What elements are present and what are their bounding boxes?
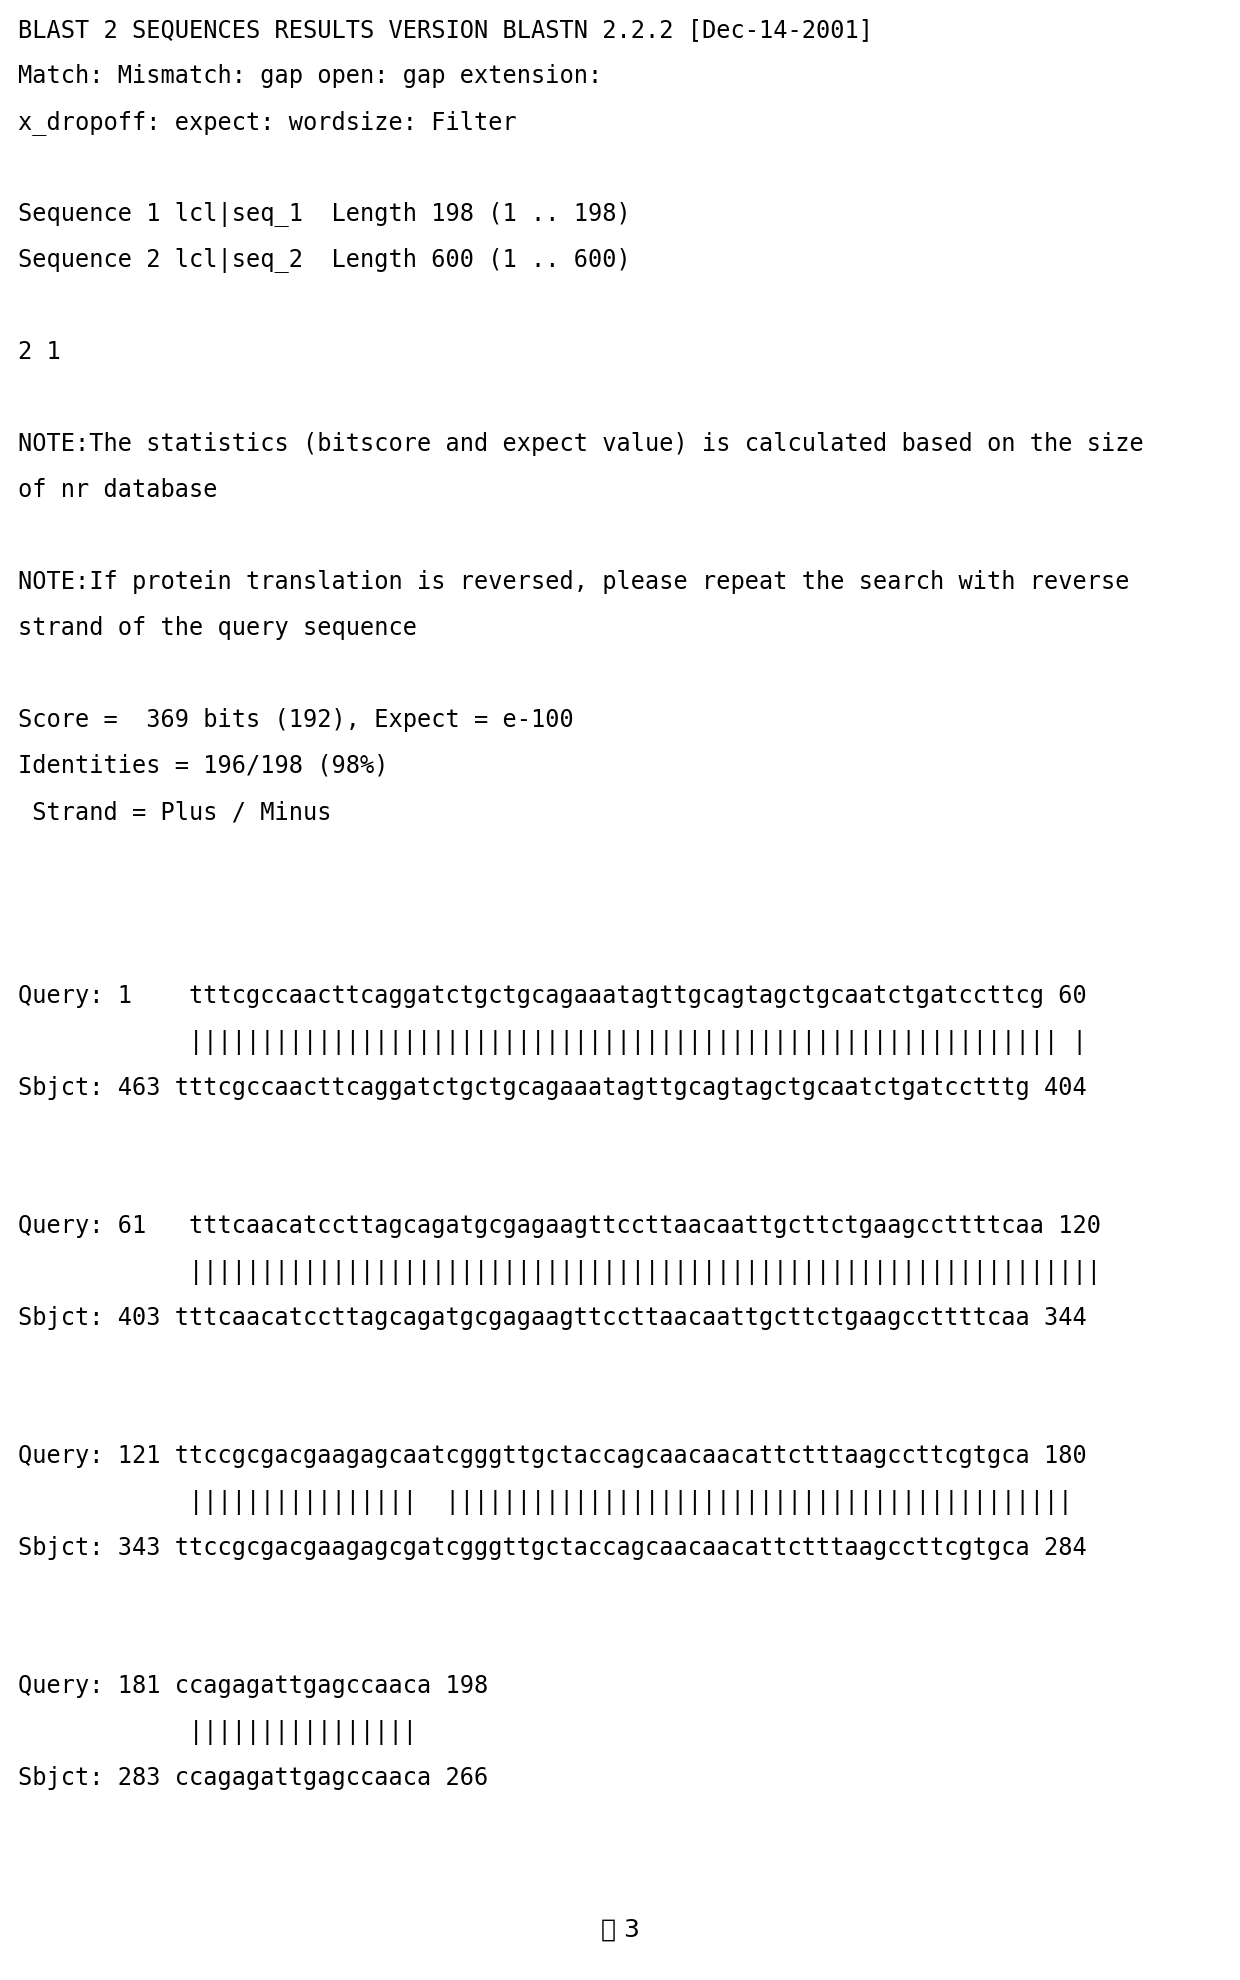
Text: x_dropoff: expect: wordsize: Filter: x_dropoff: expect: wordsize: Filter	[19, 111, 517, 135]
Text: Sbjct: 343 ttccgcgacgaagagcgatcgggttgctaccagcaacaacattctttaagccttcgtgca 284: Sbjct: 343 ttccgcgacgaagagcgatcgggttgcta…	[19, 1536, 1086, 1560]
Text: ||||||||||||||||||||||||||||||||||||||||||||||||||||||||||||| |: ||||||||||||||||||||||||||||||||||||||||…	[19, 1030, 1086, 1055]
Text: of nr database: of nr database	[19, 477, 217, 503]
Text: Query: 181 ccagagattgagccaaca 198: Query: 181 ccagagattgagccaaca 198	[19, 1673, 489, 1699]
Text: Sbjct: 283 ccagagattgagccaaca 266: Sbjct: 283 ccagagattgagccaaca 266	[19, 1766, 489, 1790]
Text: Match: Mismatch: gap open: gap extension:: Match: Mismatch: gap open: gap extension…	[19, 63, 603, 87]
Text: Score =  369 bits (192), Expect = e-100: Score = 369 bits (192), Expect = e-100	[19, 709, 574, 733]
Text: NOTE:If protein translation is reversed, please repeat the search with reverse: NOTE:If protein translation is reversed,…	[19, 570, 1130, 594]
Text: Sbjct: 463 tttcgccaacttcaggatctgctgcagaaatagttgcagtagctgcaatctgatcctttg 404: Sbjct: 463 tttcgccaacttcaggatctgctgcagaa…	[19, 1075, 1086, 1101]
Text: ||||||||||||||||: ||||||||||||||||	[19, 1721, 417, 1744]
Text: Sequence 2 lcl|seq_2  Length 600 (1 .. 600): Sequence 2 lcl|seq_2 Length 600 (1 .. 60…	[19, 248, 631, 273]
Text: Query: 1    tttcgccaacttcaggatctgctgcagaaatagttgcagtagctgcaatctgatccttcg 60: Query: 1 tttcgccaacttcaggatctgctgcagaaat…	[19, 984, 1086, 1008]
Text: Query: 61   tttcaacatccttagcagatgcgagaagttccttaacaattgcttctgaagccttttcaa 120: Query: 61 tttcaacatccttagcagatgcgagaagtt…	[19, 1214, 1101, 1238]
Text: Query: 121 ttccgcgacgaagagcaatcgggttgctaccagcaacaacattctttaagccttcgtgca 180: Query: 121 ttccgcgacgaagagcaatcgggttgcta…	[19, 1443, 1086, 1467]
Text: 2 1: 2 1	[19, 341, 61, 364]
Text: strand of the query sequence: strand of the query sequence	[19, 616, 417, 640]
Text: NOTE:The statistics (bitscore and expect value) is calculated based on the size: NOTE:The statistics (bitscore and expect…	[19, 432, 1143, 455]
Text: BLAST 2 SEQUENCES RESULTS VERSION BLASTN 2.2.2 [Dec-14-2001]: BLAST 2 SEQUENCES RESULTS VERSION BLASTN…	[19, 18, 873, 42]
Text: Sequence 1 lcl|seq_1  Length 198 (1 .. 198): Sequence 1 lcl|seq_1 Length 198 (1 .. 19…	[19, 202, 631, 228]
Text: Strand = Plus / Minus: Strand = Plus / Minus	[19, 800, 331, 824]
Text: 图 3: 图 3	[600, 1919, 640, 1942]
Text: ||||||||||||||||||||||||||||||||||||||||||||||||||||||||||||||||: ||||||||||||||||||||||||||||||||||||||||…	[19, 1259, 1101, 1285]
Text: Sbjct: 403 tttcaacatccttagcagatgcgagaagttccttaacaattgcttctgaagccttttcaa 344: Sbjct: 403 tttcaacatccttagcagatgcgagaagt…	[19, 1307, 1086, 1331]
Text: ||||||||||||||||  ||||||||||||||||||||||||||||||||||||||||||||: |||||||||||||||| |||||||||||||||||||||||…	[19, 1491, 1073, 1515]
Text: Identities = 196/198 (98%): Identities = 196/198 (98%)	[19, 754, 388, 778]
